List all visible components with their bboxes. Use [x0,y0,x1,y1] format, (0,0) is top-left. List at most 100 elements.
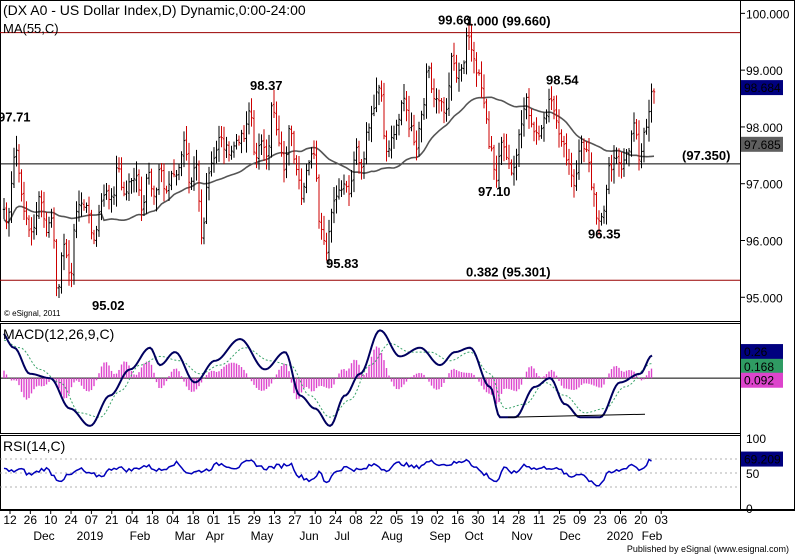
price-bar [297,156,301,190]
price-bar [310,147,313,169]
price-bar [555,95,558,129]
price-bar [382,82,386,140]
price-bar [380,80,383,102]
price-bar [645,118,648,135]
price-bar [610,154,613,182]
price-bar [335,185,338,214]
price-bar [440,97,443,112]
price-bar [522,97,526,137]
rsi-label: RSI(14,C) [3,438,65,454]
price-bar [320,212,323,240]
price-bar [515,148,518,181]
price-bar [330,208,333,243]
last-price-tag: 98.684 [744,81,781,95]
price-bar [445,98,448,122]
copyright-label: © eSignal, 2011 [4,309,61,318]
price-bar [377,84,381,106]
price-bar [22,181,26,221]
price-bar [235,134,238,150]
price-bar [77,190,81,222]
price-bar [65,238,68,259]
price-bar [200,189,203,245]
axis-layer: 100.000 99.000 98.000 97.000 96.000 95.000 98.… [3,7,789,543]
price-bar [615,147,618,164]
price-bar [505,133,508,161]
price-bar [72,223,76,285]
price-bar [457,62,461,92]
price-bar [560,129,563,147]
price-bar [57,284,61,298]
price-bar [642,127,646,163]
price-bar [550,86,553,111]
rsi-tick-label: 100 [746,432,766,446]
x-tick-label: 28 [512,513,526,527]
ma-label: MA(55,C) [3,21,59,36]
price-bar [180,151,183,177]
price-bar [532,121,536,142]
footer-label: Published by eSignal (www.esignal.com) [627,544,789,554]
price-bar [152,185,156,205]
price-bar [365,122,368,165]
price-bar [112,186,116,205]
x-tick-label: 27 [288,513,302,527]
swing-label: 99.66 [438,13,471,28]
price-bar [137,169,141,196]
x-tick-label: 24 [329,513,343,527]
rsi-layer [0,458,740,488]
price-bar [400,100,403,126]
price-bar [282,141,286,183]
price-bar [632,112,636,142]
x-tick-label: 11 [533,513,546,527]
x-month-label: 2019 [77,529,104,543]
price-bar [600,212,603,226]
price-bar [7,207,11,237]
price-bar [362,151,366,179]
price-bar [52,207,56,249]
price-bar [612,145,616,184]
price-bar [447,72,451,116]
price-bar [592,183,596,207]
price-bar [95,225,98,247]
x-tick-label: 16 [451,513,465,527]
price-bar [407,95,411,138]
price-bar [540,125,543,139]
price-bar [60,252,63,294]
price-bar [417,121,421,157]
price-bar [190,177,193,191]
price-bar [590,152,593,191]
price-bar [415,130,418,161]
price-bar [62,233,66,271]
price-bar [45,212,48,237]
x-month-label: Aug [381,529,402,543]
price-bar [327,219,331,265]
price-bar [37,191,41,220]
price-bar [267,134,271,171]
price-bar [140,176,143,221]
price-bar [507,144,511,170]
price-bar [337,178,341,200]
price-bar [117,157,121,173]
price-bar [422,97,426,120]
price-bar [497,142,501,190]
rsi-panel [0,435,741,510]
price-bar [2,198,6,219]
price-bar [435,88,438,114]
x-month-label: Nov [511,529,532,543]
x-tick-label: 04 [166,513,180,527]
price-bar [605,184,608,225]
price-bar [90,209,93,240]
price-bar [512,155,516,186]
price-bar [122,181,126,197]
price-bar [187,142,191,194]
x-tick-label: 24 [64,513,78,527]
rsi-tick-label: 50 [746,467,760,481]
price-bar [132,167,136,193]
price-bar [345,180,348,193]
price-bar [520,110,523,149]
price-bar [115,155,118,207]
price-bar [280,131,283,157]
price-bar [10,171,13,223]
price-bar [255,142,258,169]
price-bar [570,152,573,188]
